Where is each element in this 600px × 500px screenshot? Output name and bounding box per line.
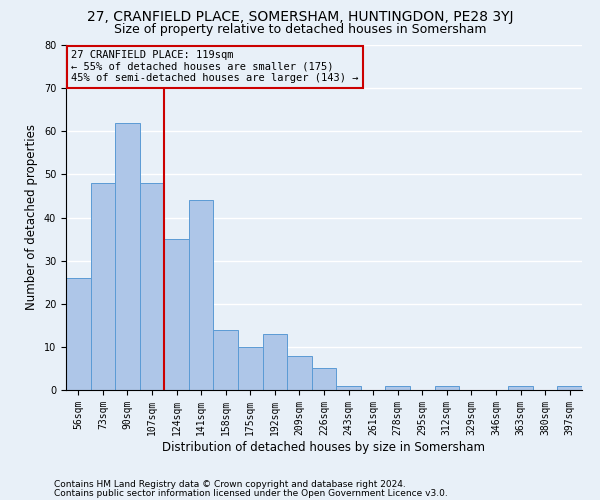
- Text: Size of property relative to detached houses in Somersham: Size of property relative to detached ho…: [114, 22, 486, 36]
- Text: 27, CRANFIELD PLACE, SOMERSHAM, HUNTINGDON, PE28 3YJ: 27, CRANFIELD PLACE, SOMERSHAM, HUNTINGD…: [87, 10, 513, 24]
- Bar: [312, 368, 336, 390]
- Bar: [508, 386, 533, 390]
- Bar: [557, 386, 582, 390]
- Bar: [238, 347, 263, 390]
- Bar: [385, 386, 410, 390]
- Text: Contains HM Land Registry data © Crown copyright and database right 2024.: Contains HM Land Registry data © Crown c…: [54, 480, 406, 489]
- Text: Contains public sector information licensed under the Open Government Licence v3: Contains public sector information licen…: [54, 488, 448, 498]
- Bar: [66, 278, 91, 390]
- Bar: [115, 122, 140, 390]
- Bar: [263, 334, 287, 390]
- Bar: [164, 239, 189, 390]
- Bar: [434, 386, 459, 390]
- Text: 27 CRANFIELD PLACE: 119sqm
← 55% of detached houses are smaller (175)
45% of sem: 27 CRANFIELD PLACE: 119sqm ← 55% of deta…: [71, 50, 359, 84]
- X-axis label: Distribution of detached houses by size in Somersham: Distribution of detached houses by size …: [163, 440, 485, 454]
- Bar: [214, 330, 238, 390]
- Bar: [91, 183, 115, 390]
- Bar: [336, 386, 361, 390]
- Y-axis label: Number of detached properties: Number of detached properties: [25, 124, 38, 310]
- Bar: [287, 356, 312, 390]
- Bar: [140, 183, 164, 390]
- Bar: [189, 200, 214, 390]
